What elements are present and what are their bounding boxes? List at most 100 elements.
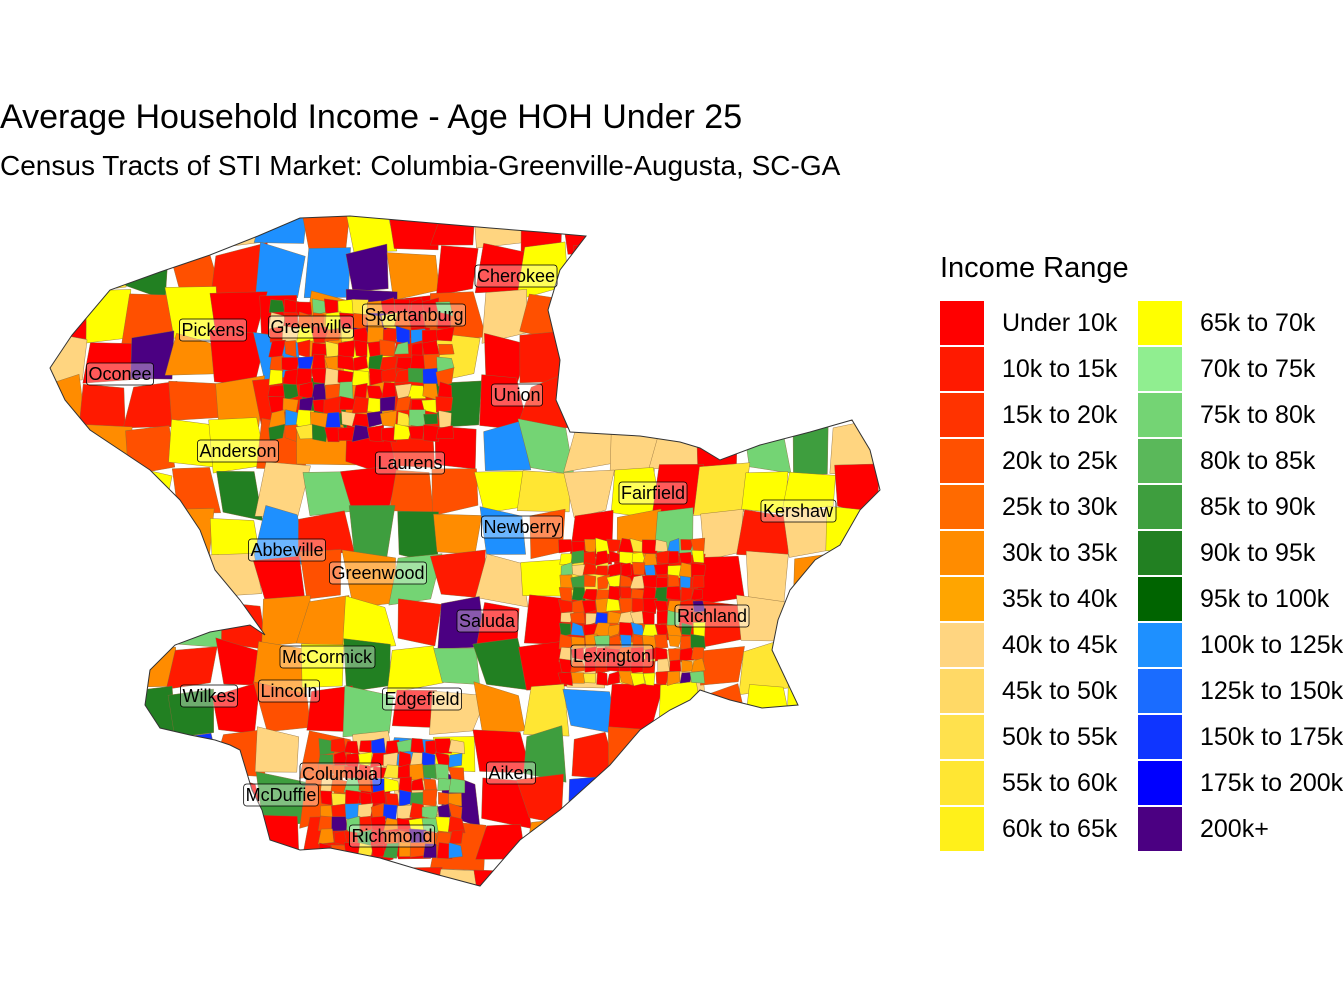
census-tract [297,869,345,886]
census-tract [871,378,880,431]
census-tract [171,467,221,514]
census-tract [337,339,356,358]
census-tract [742,816,795,869]
census-tract [870,557,880,608]
census-tract [691,575,705,589]
county-label: Kershaw [760,499,837,523]
census-tract [164,817,224,872]
svg-text:Cherokee: Cherokee [477,266,555,286]
county-label: Richland [674,604,750,628]
census-tract [421,399,438,414]
census-tract [606,671,620,686]
census-tract [472,637,531,691]
census-tract [339,312,354,331]
census-tract [312,399,326,414]
census-tract [666,610,682,626]
census-tract [607,623,622,638]
census-tract [121,601,180,652]
census-tract [330,737,347,754]
census-tract [613,813,654,867]
county-labels: Cherokee Pickens Greenville Spartanburg Ocon… [86,264,837,848]
legend-item: 25k to 30k [940,484,1150,530]
census-tract [566,334,606,380]
census-tract [694,814,745,871]
census-tract [436,245,479,296]
census-tract [255,241,306,298]
census-tract [411,342,423,357]
census-tract [783,216,837,248]
census-tract [393,423,413,441]
map-subtitle: Census Tracts of STI Market: Columbia-Gr… [0,150,841,181]
legend-label: 40k to 45k [1002,631,1118,659]
census-tract [702,333,749,387]
census-tract [437,777,452,791]
census-tract [317,763,335,780]
census-tract [479,506,526,555]
legend-item: Under 10k [940,300,1150,346]
census-tract [379,396,396,412]
census-tract [324,427,343,443]
census-tract [786,683,835,735]
legend-item: 15k to 20k [940,392,1150,438]
census-tract [698,246,742,295]
legend-item: 150k to 175k [1138,714,1344,760]
census-tract [76,248,127,293]
census-tract [299,381,314,400]
svg-text:Spartanburg: Spartanburg [364,305,463,325]
legend-label: 75k to 80k [1200,401,1316,429]
census-tract [789,594,837,653]
census-tract [389,469,434,513]
census-tract [558,587,573,602]
county-label: Newberry [481,515,563,539]
census-tract [824,862,880,886]
legend-swatch [1138,439,1182,483]
census-tract [606,562,621,578]
svg-text:Columbia: Columbia [302,764,379,784]
census-tract [342,685,394,738]
county-label: Oconee [86,362,154,386]
census-tract [473,216,529,249]
census-tract [692,288,739,345]
svg-text:Pickens: Pickens [181,320,244,340]
legend-item: 65k to 70k [1138,300,1344,346]
census-tract [782,641,840,695]
census-tract [700,646,745,686]
census-tract [654,646,668,662]
census-tract [736,285,790,337]
census-tract [876,691,880,734]
svg-text:Newberry: Newberry [483,517,560,537]
legend-item: 55k to 60k [940,760,1150,806]
legend-item: 60k to 65k [940,806,1150,852]
census-tract [298,216,351,255]
census-tract [395,396,412,412]
census-tract [436,842,453,860]
census-tract [331,816,348,832]
census-tract [81,681,128,740]
legend-swatch [940,531,984,575]
census-tract [794,863,840,886]
county-label: Cherokee [474,264,558,288]
census-tract [353,355,369,372]
census-tract [697,870,745,886]
census-tract [50,823,84,871]
census-tract [351,396,370,414]
legend-label: 25k to 30k [1002,493,1118,521]
census-tract [835,725,880,781]
legend-item: 200k+ [1138,806,1344,852]
census-tract [563,419,616,473]
census-tract [691,657,706,673]
census-tract [351,424,370,443]
legend-label: 60k to 65k [1002,815,1118,843]
census-tract [423,413,439,425]
census-tract [655,813,707,873]
census-tract [824,815,879,870]
census-tract [696,774,751,823]
census-tract [877,335,880,385]
census-tract [80,424,133,464]
legend-label: 100k to 125k [1200,631,1344,659]
legend-label: 55k to 60k [1002,769,1118,797]
census-tract [84,598,130,651]
legend-swatch [1138,761,1182,805]
census-tract [583,574,597,587]
census-tract [422,367,438,385]
